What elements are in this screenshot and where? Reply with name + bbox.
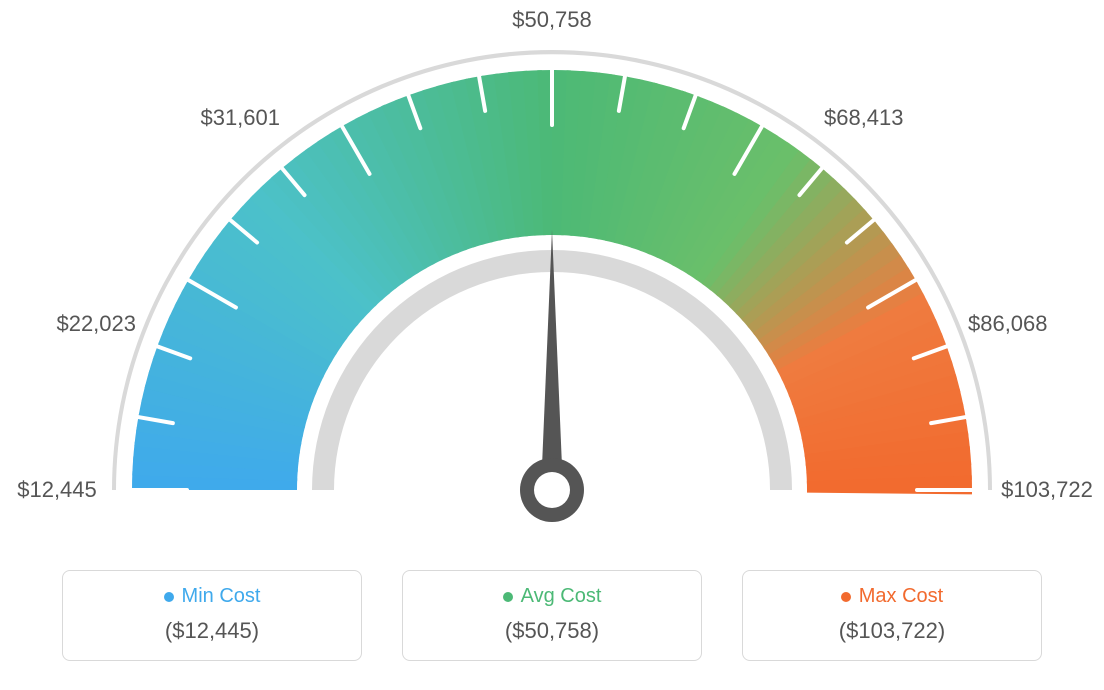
legend-row: Min Cost ($12,445) Avg Cost ($50,758) Ma… [0,570,1104,661]
legend-title-min: Min Cost [164,585,261,608]
dot-icon [164,592,174,602]
gauge-scale-label: $86,068 [968,311,1048,337]
legend-card-max: Max Cost ($103,722) [742,570,1042,661]
legend-value-avg: ($50,758) [403,618,701,644]
gauge-scale-label: $22,023 [56,311,136,337]
legend-title-label: Max Cost [859,585,943,608]
gauge-scale-label: $103,722 [1001,477,1093,503]
legend-title-avg: Avg Cost [503,585,602,608]
dot-icon [841,592,851,602]
gauge-scale-label: $50,758 [512,7,592,33]
legend-title-label: Avg Cost [521,585,602,608]
gauge-svg [0,0,1104,560]
gauge-chart: $12,445 $22,023 $31,601 $50,758 $68,413 $86,0… [0,0,1104,560]
legend-card-avg: Avg Cost ($50,758) [402,570,702,661]
legend-value-max: ($103,722) [743,618,1041,644]
gauge-scale-label: $12,445 [17,477,97,503]
legend-card-min: Min Cost ($12,445) [62,570,362,661]
legend-title-max: Max Cost [841,585,943,608]
gauge-scale-label: $68,413 [824,105,904,131]
dot-icon [503,592,513,602]
legend-title-label: Min Cost [182,585,261,608]
legend-value-min: ($12,445) [63,618,361,644]
gauge-scale-label: $31,601 [200,105,280,131]
